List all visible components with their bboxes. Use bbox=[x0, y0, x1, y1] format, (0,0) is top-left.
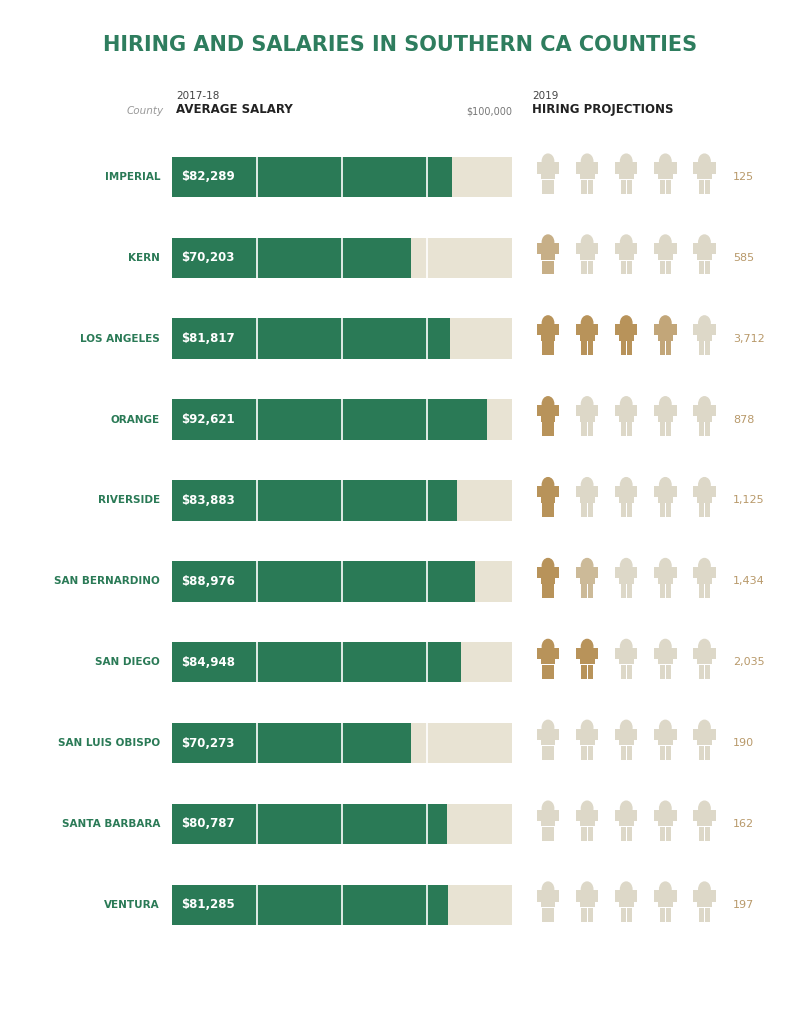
Text: $70,203: $70,203 bbox=[182, 252, 235, 264]
Text: 1,434: 1,434 bbox=[733, 576, 765, 586]
Text: 2017-18: 2017-18 bbox=[176, 91, 219, 101]
Text: 197: 197 bbox=[733, 900, 754, 910]
Text: $100,000: $100,000 bbox=[466, 106, 512, 116]
Text: 3,712: 3,712 bbox=[733, 334, 765, 344]
Text: 2,035: 2,035 bbox=[733, 657, 765, 667]
Text: 1,125: 1,125 bbox=[733, 495, 765, 506]
Text: $88,976: $88,976 bbox=[182, 575, 235, 587]
Text: $80,787: $80,787 bbox=[182, 818, 235, 830]
Text: SAN BERNARDINO: SAN BERNARDINO bbox=[54, 576, 160, 586]
Text: County: County bbox=[127, 106, 164, 116]
Text: VENTURA: VENTURA bbox=[104, 900, 160, 910]
Text: $70,273: $70,273 bbox=[182, 737, 235, 749]
Text: HIRING AND SALARIES IN SOUTHERN CA COUNTIES: HIRING AND SALARIES IN SOUTHERN CA COUNT… bbox=[103, 35, 697, 56]
Text: 162: 162 bbox=[733, 819, 754, 829]
Text: AVERAGE SALARY: AVERAGE SALARY bbox=[176, 103, 293, 116]
Text: $92,621: $92,621 bbox=[182, 413, 235, 426]
Text: RIVERSIDE: RIVERSIDE bbox=[98, 495, 160, 506]
Text: IMPERIAL: IMPERIAL bbox=[105, 172, 160, 182]
Text: 878: 878 bbox=[733, 415, 754, 425]
Text: KERN: KERN bbox=[128, 253, 160, 263]
Text: HIRING PROJECTIONS: HIRING PROJECTIONS bbox=[532, 103, 674, 116]
Text: $81,817: $81,817 bbox=[182, 333, 235, 345]
Text: SAN LUIS OBISPO: SAN LUIS OBISPO bbox=[58, 738, 160, 748]
Text: $81,285: $81,285 bbox=[182, 899, 235, 911]
Text: 2019: 2019 bbox=[532, 91, 558, 101]
Text: 190: 190 bbox=[733, 738, 754, 748]
Text: 585: 585 bbox=[733, 253, 754, 263]
Text: 125: 125 bbox=[733, 172, 754, 182]
Text: $83,883: $83,883 bbox=[182, 494, 235, 507]
Text: SAN DIEGO: SAN DIEGO bbox=[95, 657, 160, 667]
Text: ORANGE: ORANGE bbox=[111, 415, 160, 425]
Text: $84,948: $84,948 bbox=[182, 656, 235, 668]
Text: LOS ANGELES: LOS ANGELES bbox=[80, 334, 160, 344]
Text: SANTA BARBARA: SANTA BARBARA bbox=[62, 819, 160, 829]
Text: $82,289: $82,289 bbox=[182, 171, 235, 183]
